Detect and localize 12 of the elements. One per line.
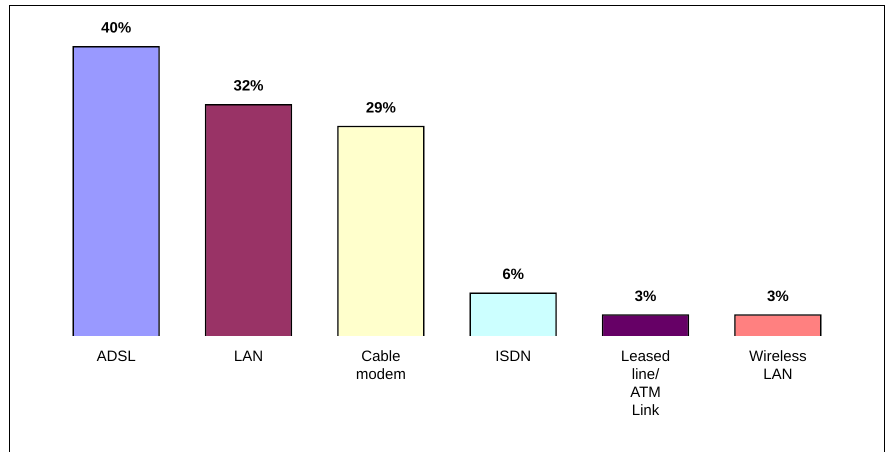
x-tick-label: LAN (234, 348, 264, 366)
x-tick-label: ADSL (96, 348, 136, 366)
data-label: 6% (502, 266, 524, 284)
data-label: 3% (766, 288, 789, 305)
x-tick-label: Cable modem (356, 348, 406, 384)
data-label: 32% (233, 78, 264, 95)
data-label: 3% (634, 288, 656, 305)
data-label: 40% (101, 20, 132, 37)
x-tick-label: Leased line/ATM Link (620, 348, 670, 420)
x-tick-label: Wireless LAN (749, 348, 807, 384)
x-tick-label: ISDN (495, 348, 532, 366)
data-label: 29% (366, 99, 396, 116)
